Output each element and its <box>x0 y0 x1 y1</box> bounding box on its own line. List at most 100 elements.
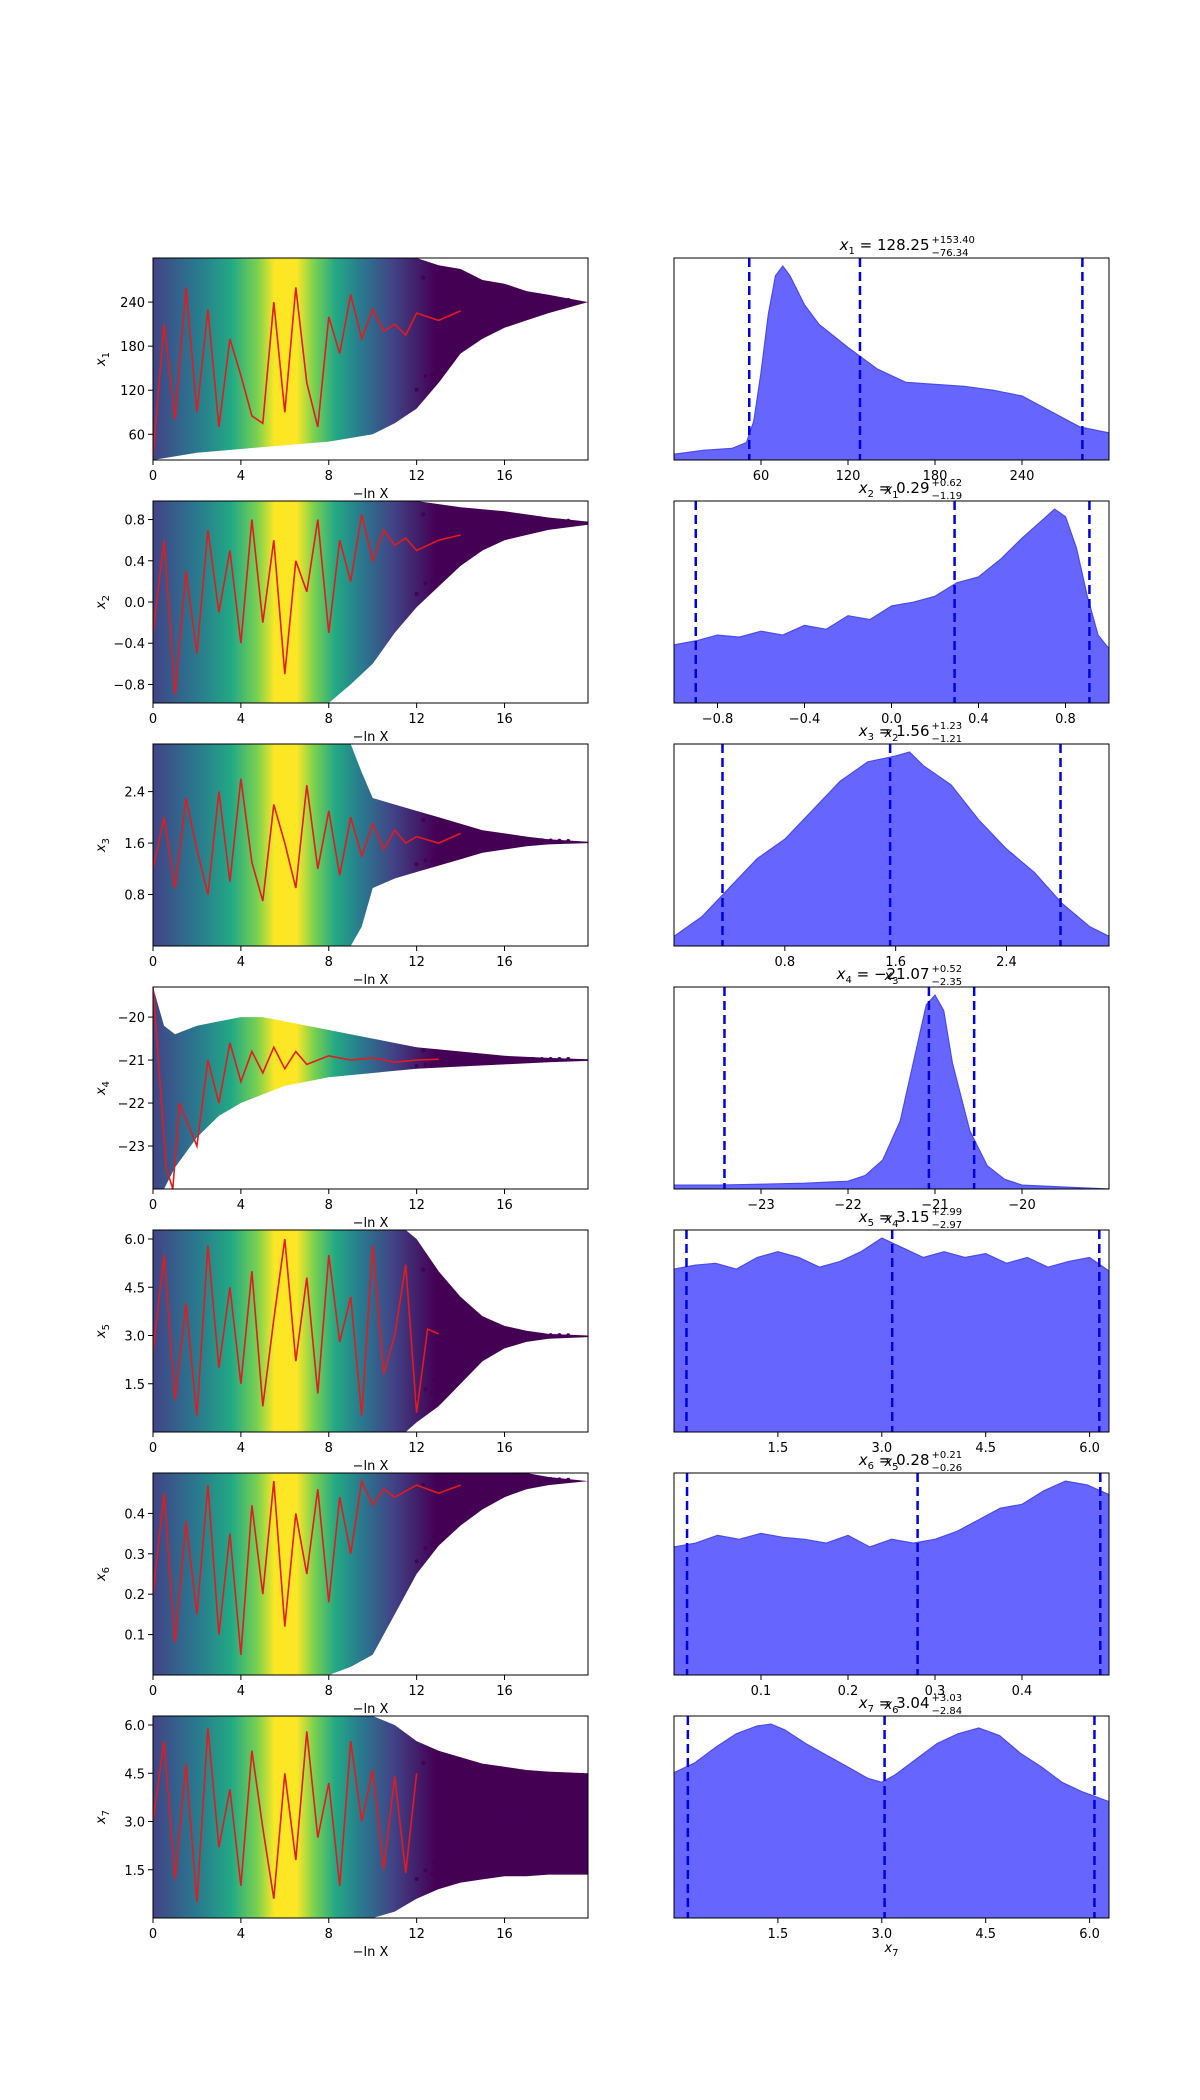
scatter-point <box>548 1477 553 1482</box>
point-cloud-group <box>153 1473 588 1675</box>
x-axis-label-symbol: x <box>883 1455 892 1470</box>
scatter-point <box>421 275 426 280</box>
y-tick-label: 0.8 <box>124 514 145 529</box>
x-tick-label: 16 <box>496 469 513 484</box>
x-axis-label-subscript: 3 <box>892 976 898 987</box>
scatter-point <box>495 1815 500 1820</box>
y-axis-label-symbol: x <box>94 601 109 610</box>
x-axis-label: −ln X <box>353 1216 389 1231</box>
scatter-point <box>557 1790 562 1795</box>
scatter-point <box>557 518 562 523</box>
title-subscript: 1 <box>849 246 855 257</box>
scatter-point <box>539 1797 544 1802</box>
axes-frame <box>152 1229 589 1433</box>
x-tick-label: −0.4 <box>789 712 821 727</box>
x-axis-label-subscript: 7 <box>892 1948 898 1959</box>
x-tick-label: 0.8 <box>1055 712 1076 727</box>
x-tick-label: 0.8 <box>774 955 795 970</box>
scatter-point <box>430 1871 435 1876</box>
x-tick-label: 60 <box>753 469 770 484</box>
kde-area <box>674 751 1109 946</box>
scatter-point <box>557 1056 562 1061</box>
scatter-point <box>430 859 435 864</box>
x-axis-label: x5 <box>883 1455 898 1473</box>
kde-group <box>674 1473 1109 1675</box>
panel-title: x7 = 3.04 +3.03 −2.84 <box>858 1693 962 1717</box>
y-axis-label-symbol: x <box>94 1087 109 1096</box>
scatter-point <box>522 1804 527 1809</box>
scatter-point <box>531 298 536 303</box>
scatter-point <box>513 838 518 843</box>
scatter-point <box>539 1332 544 1337</box>
scatter-point <box>441 1853 445 1858</box>
y-tick-label: 0.4 <box>124 1507 145 1522</box>
x-tick-label: 240 <box>1010 469 1035 484</box>
scatter-point <box>441 561 445 566</box>
kde-area <box>674 508 1109 703</box>
x-tick-label: −20 <box>1008 1198 1035 1213</box>
scatter-point <box>504 1811 509 1816</box>
scatter-point <box>548 297 553 302</box>
title-text: x1 = 128.25 <box>839 236 930 257</box>
scatter-point <box>458 1354 463 1359</box>
scatter-point <box>421 1267 426 1272</box>
scatter-point <box>539 1056 544 1061</box>
x-tick-label: 3.0 <box>871 1441 892 1456</box>
x-tick-label: 0.4 <box>968 712 989 727</box>
scatter-point <box>449 1060 454 1065</box>
title-lower-error: −2.84 <box>932 1706 963 1717</box>
scatter-point <box>449 336 454 341</box>
x-axis-label-symbol: x <box>883 726 892 741</box>
title-symbol: x <box>858 1451 868 1469</box>
title-upper-error: +2.99 <box>932 1207 963 1218</box>
x-tick-label: 0.0 <box>881 712 902 727</box>
x-axis-label: −ln X <box>353 1945 389 1960</box>
title-subscript: 4 <box>846 975 852 986</box>
x-tick-label: 8 <box>325 712 333 727</box>
title-symbol: x <box>858 1694 868 1712</box>
y-tick-label: 0.3 <box>124 1548 145 1563</box>
x-tick-label: −23 <box>747 1198 774 1213</box>
axes-frame <box>673 257 1110 461</box>
title-lower-error: −2.97 <box>932 1220 963 1231</box>
axes-frame <box>673 743 1110 947</box>
scatter-point <box>458 325 463 330</box>
x-tick-label: 0 <box>149 1198 157 1213</box>
x-tick-label: 0 <box>149 712 157 727</box>
x-tick-label: 6.0 <box>1079 1927 1100 1942</box>
scatter-point <box>449 553 454 558</box>
scatter-point <box>458 1841 463 1846</box>
scatter-point <box>548 518 553 523</box>
scatter-point <box>467 319 472 324</box>
x-axis-label-symbol: x <box>883 1698 892 1713</box>
x-tick-label: 12 <box>408 955 425 970</box>
point-cloud-group <box>153 987 588 1189</box>
x-axis-label: x2 <box>883 726 898 744</box>
scatter-point <box>423 1062 428 1067</box>
kde-area <box>674 1480 1109 1675</box>
y-tick-label: 4.5 <box>124 1281 145 1296</box>
point-cloud <box>153 501 588 703</box>
title-upper-error: +0.52 <box>932 964 963 975</box>
x-axis-label: −ln X <box>353 1702 389 1717</box>
scatter-point <box>476 1058 481 1063</box>
y-tick-label: 120 <box>120 384 145 399</box>
title-lower-error: −76.34 <box>932 248 969 259</box>
x-axis-label: x7 <box>883 1941 898 1959</box>
scatter-point <box>421 1482 426 1487</box>
scatter-point <box>531 1476 536 1481</box>
title-subscript: 3 <box>868 732 874 743</box>
scatter-point <box>432 1533 437 1538</box>
x-tick-label: 1.5 <box>768 1927 789 1942</box>
scatter-point <box>423 1546 428 1551</box>
scatter-point <box>449 1514 454 1519</box>
x-tick-label: 16 <box>496 1441 513 1456</box>
scatter-point <box>513 520 518 525</box>
x-tick-label: 0.4 <box>1012 1684 1033 1699</box>
y-axis-label-subscript: 3 <box>101 838 112 844</box>
scatter-point <box>432 571 437 576</box>
scatter-point <box>495 303 500 308</box>
title-text: x7 = 3.04 <box>858 1694 930 1715</box>
scatter-point <box>513 1478 518 1483</box>
scatter-point <box>423 581 428 586</box>
